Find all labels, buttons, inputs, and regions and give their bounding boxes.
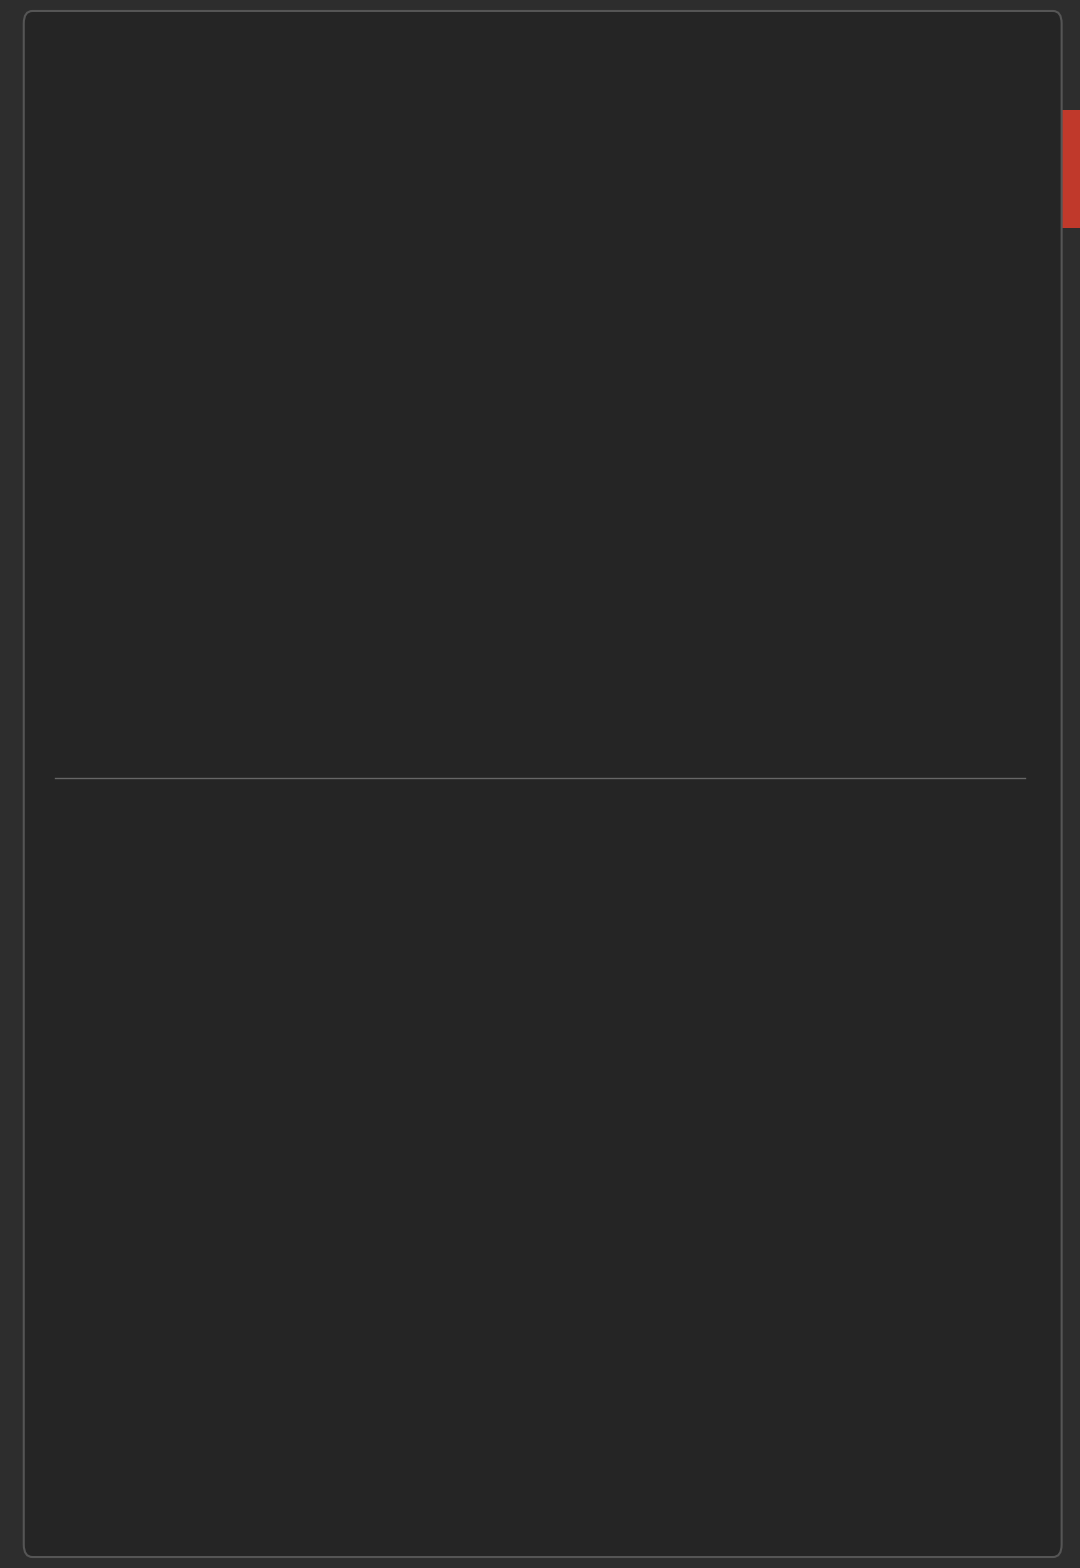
Text: merupakan   penyelesaian   dari   sistem: merupakan penyelesaian dari sistem	[55, 176, 853, 213]
FancyBboxPatch shape	[134, 952, 1049, 1096]
FancyBboxPatch shape	[134, 1101, 1049, 1245]
Text: B: B	[453, 651, 460, 660]
Text: E: E	[309, 651, 316, 660]
Text: E: E	[89, 1460, 102, 1480]
Text: <: <	[1029, 155, 1055, 183]
Text: C: C	[203, 618, 210, 627]
Text: $6x + 7y \leq 42, 1 \leq x \leq 3, dan\ y \geq 1$: $6x + 7y \leq 42, 1 \leq x \leq 3, dan\ …	[150, 1455, 577, 1485]
Text: $7x + 6y > 42, 1 \leq x < 3, dan\ y \geq 1$: $7x + 6y > 42, 1 \leq x < 3, dan\ y \geq…	[150, 1159, 577, 1189]
Polygon shape	[234, 492, 306, 630]
FancyBboxPatch shape	[134, 1397, 1049, 1541]
Text: A: A	[87, 866, 103, 886]
Text: $6x + 7y \leq 42, 1 \leq x < 3, dan\ y \geq 1$: $6x + 7y \leq 42, 1 \leq x < 3, dan\ y \…	[150, 1306, 577, 1336]
FancyBboxPatch shape	[134, 1250, 1049, 1394]
Text: C: C	[87, 1163, 103, 1182]
Text: Daerah   arsiran   pada   gambar   berikut: Daerah arsiran pada gambar berikut	[55, 99, 879, 136]
Text: $7x + 6y \geq 42, 1 \leq x \leq 3, dan\ y \geq 1$: $7x + 6y \geq 42, 1 \leq x \leq 3, dan\ …	[150, 861, 577, 891]
FancyBboxPatch shape	[134, 804, 1049, 949]
Text: $6x + 7y \leq 42, 1 < x \leq 3, dan\ y \geq 1$: $6x + 7y \leq 42, 1 < x \leq 3, dan\ y \…	[150, 1010, 577, 1040]
Text: pertidaksamaan ...: pertidaksamaan ...	[55, 254, 421, 292]
Text: A: A	[239, 450, 245, 459]
Text: Pilihan Ganda|Bobot: 1: Pilihan Ganda|Bobot: 1	[824, 38, 1030, 56]
Text: B: B	[87, 1014, 103, 1035]
Text: D: D	[238, 651, 246, 660]
Text: D: D	[87, 1311, 103, 1331]
Bar	[1005, 110, 1080, 227]
